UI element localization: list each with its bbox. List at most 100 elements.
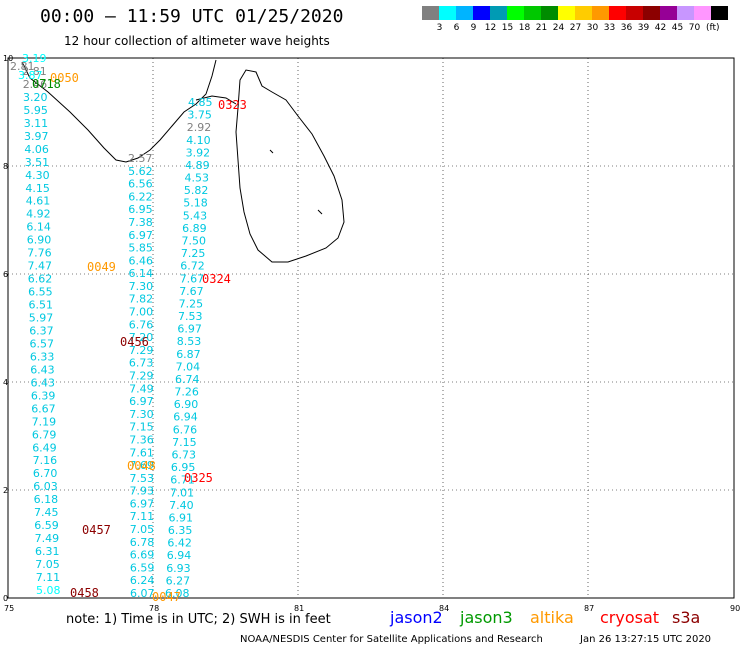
wave-height-value: 7.16 xyxy=(33,454,58,467)
legend-swatch xyxy=(473,6,490,20)
legend-label: 36 xyxy=(620,23,633,33)
wave-height-value: 6.95 xyxy=(171,461,196,474)
wave-height-value: 4.89 xyxy=(185,159,210,172)
pass-time-label: 0048 xyxy=(127,459,156,473)
legend-label: 24 xyxy=(552,23,565,33)
wave-height-value: 7.29 xyxy=(129,370,154,383)
wave-height-value: 7.26 xyxy=(174,386,199,399)
wave-height-value: 6.46 xyxy=(129,254,154,267)
wave-height-value: 2.57 xyxy=(128,152,153,165)
coastline xyxy=(21,59,345,263)
wave-height-value: 6.42 xyxy=(167,537,192,550)
lon-tick-label: 81 xyxy=(294,604,304,613)
wave-height-value: 4.92 xyxy=(26,208,50,221)
sri-lanka-coastline xyxy=(235,69,345,263)
pass-time-label: 0050 xyxy=(50,71,79,85)
wave-height-value: 7.15 xyxy=(129,421,154,434)
legend-swatch xyxy=(643,6,660,20)
wave-height-value: 6.89 xyxy=(182,222,207,235)
legend-swatch xyxy=(711,6,728,20)
legend-label: 18 xyxy=(518,23,531,33)
wave-height-value: 7.50 xyxy=(182,235,207,248)
wave-height-value: 2.81 xyxy=(22,65,47,78)
wave-height-value: 6.14 xyxy=(26,221,51,234)
wave-height-value: 7.67 xyxy=(180,272,205,285)
legend-label: 45 xyxy=(671,23,684,33)
legend-label: 33 xyxy=(603,23,616,33)
pass-time-label: 0325 xyxy=(184,471,213,485)
wave-height-value: 7.25 xyxy=(179,297,204,310)
wave-height-value: 6.94 xyxy=(167,549,192,562)
legend-swatch xyxy=(439,6,456,20)
legend-swatch xyxy=(575,6,592,20)
lat-tick-label: 8 xyxy=(3,162,8,171)
wave-height-value: 7.11 xyxy=(36,571,61,584)
legend-label: 12 xyxy=(484,23,497,33)
wave-height-value: 6.27 xyxy=(166,574,191,587)
wave-height-value: 6.08 xyxy=(165,587,190,600)
extra-values: 3.872.81 xyxy=(10,60,43,82)
wave-height-value: 6.24 xyxy=(130,574,155,587)
wave-height-value: 6.39 xyxy=(31,389,56,402)
legend-swatch xyxy=(592,6,609,20)
pass-time-label: 0456 xyxy=(120,335,149,349)
pass-time-label: 0458 xyxy=(70,586,99,600)
wave-height-value: 2.92 xyxy=(187,121,212,134)
wave-height-value: 6.51 xyxy=(29,299,54,312)
lon-tick-label: 87 xyxy=(584,604,594,613)
wave-height-value: 6.87 xyxy=(176,348,201,361)
wave-height-value: 6.35 xyxy=(168,524,193,537)
wave-height-value: 7.45 xyxy=(34,506,59,519)
wave-height-value: 6.76 xyxy=(173,423,198,436)
wave-height-value: 5.85 xyxy=(128,242,153,255)
pass-time-label: 0047 xyxy=(152,590,181,604)
wave-height-value: 6.67 xyxy=(31,402,56,415)
wave-height-value: 6.94 xyxy=(173,411,198,424)
wave-height-value: 6.93 xyxy=(166,562,191,575)
lon-tick-label: 84 xyxy=(439,604,449,613)
wave-height-value: 6.62 xyxy=(28,273,53,286)
chart-subtitle: 12 hour collection of altimeter wave hei… xyxy=(64,34,330,48)
wave-height-value: 7.25 xyxy=(181,247,206,260)
wave-height-value: 6.71 xyxy=(170,474,195,487)
satellite-label: s3a xyxy=(672,608,701,627)
wave-height-value: 6.14 xyxy=(129,267,154,280)
wave-height-value: 6.97 xyxy=(129,395,154,408)
wave-height-value: 5.82 xyxy=(184,184,209,197)
wave-height-value: 2.81 xyxy=(10,60,35,73)
lat-tick-label: 0 xyxy=(3,594,8,603)
legend-swatch xyxy=(524,6,541,20)
palk-strait-islands xyxy=(195,95,323,215)
wave-height-value: 6.70 xyxy=(33,467,58,480)
wave-height-value: 6.90 xyxy=(174,398,199,411)
wave-height-value: 4.30 xyxy=(25,169,49,182)
india-coastline xyxy=(21,59,217,163)
wave-height-value: 6.55 xyxy=(28,286,52,299)
satellite-label: jason3 xyxy=(460,608,513,627)
wave-height-value: 6.59 xyxy=(130,561,155,574)
map-frame xyxy=(7,57,735,599)
pass-time-label: 0718 xyxy=(32,77,61,91)
wave-height-value: 7.61 xyxy=(129,446,154,459)
wave-height-value: 3.87 xyxy=(18,69,43,82)
footer-timestamp: Jan 26 13:27:15 UTC 2020 xyxy=(580,634,712,645)
wave-height-value: 6.97 xyxy=(177,323,202,336)
wave-height-value: 6.95 xyxy=(128,203,153,216)
pass-time-label: 0457 xyxy=(82,523,111,537)
pass-time-label: 0324 xyxy=(202,272,231,286)
legend-label: 15 xyxy=(501,23,514,33)
wave-height-value: 7.11 xyxy=(130,510,155,523)
wave-height-value: 7.69 xyxy=(129,459,154,472)
legend-swatch xyxy=(490,6,507,20)
wave-height-value: 3.97 xyxy=(24,130,49,143)
wave-height-value: 7.05 xyxy=(130,523,155,536)
legend-label: 42 xyxy=(654,23,667,33)
wave-height-value: 6.43 xyxy=(31,376,56,389)
wave-height-value: 7.04 xyxy=(176,360,201,373)
legend-swatch xyxy=(677,6,694,20)
legend-swatch xyxy=(626,6,643,20)
legend-label: 3 xyxy=(436,23,443,33)
wave-height-value: 3.75 xyxy=(187,109,212,122)
wave-height-value: 7.53 xyxy=(130,472,155,485)
